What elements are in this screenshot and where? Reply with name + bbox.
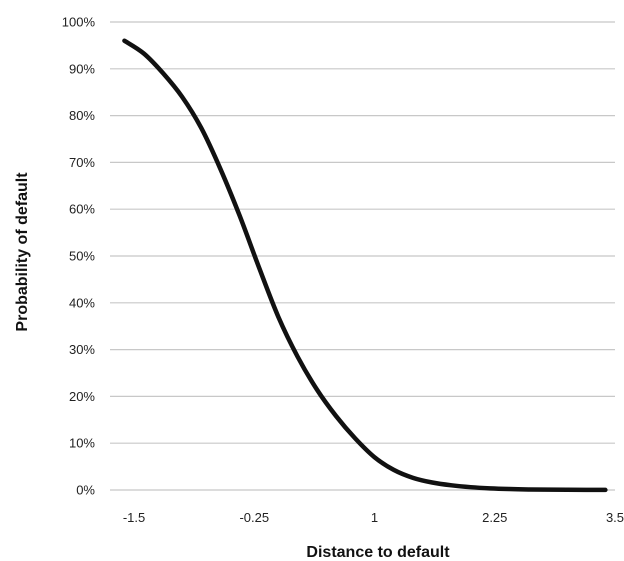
y-axis-title: Probability of default	[14, 172, 31, 332]
series-line	[122, 38, 608, 493]
x-tick-label: 1	[371, 510, 378, 525]
y-tick-label: 100%	[62, 15, 96, 30]
x-axis-title: Distance to default	[306, 544, 450, 561]
series-layer	[122, 38, 608, 493]
gridlines	[110, 21, 615, 491]
y-axis-ticks: 0% 10% 20% 30% 40% 50% 60% 70% 80% 90% 100%	[62, 15, 96, 498]
x-tick-label: -0.25	[239, 510, 269, 525]
x-tick-label: 2.25	[482, 510, 507, 525]
y-tick-label: 80%	[69, 108, 95, 123]
x-tick-label: -1.5	[123, 510, 145, 525]
y-tick-label: 50%	[69, 249, 95, 264]
y-tick-label: 60%	[69, 202, 95, 217]
y-tick-label: 30%	[69, 342, 95, 357]
y-tick-label: 90%	[69, 61, 95, 76]
y-tick-label: 70%	[69, 155, 95, 170]
y-tick-label: 40%	[69, 295, 95, 310]
y-tick-label: 10%	[69, 436, 95, 451]
y-tick-label: 20%	[69, 389, 95, 404]
y-tick-label: 0%	[76, 483, 95, 498]
x-tick-label: 3.5	[606, 510, 624, 525]
x-axis-ticks: -1.5 -0.25 1 2.25 3.5	[123, 510, 624, 525]
